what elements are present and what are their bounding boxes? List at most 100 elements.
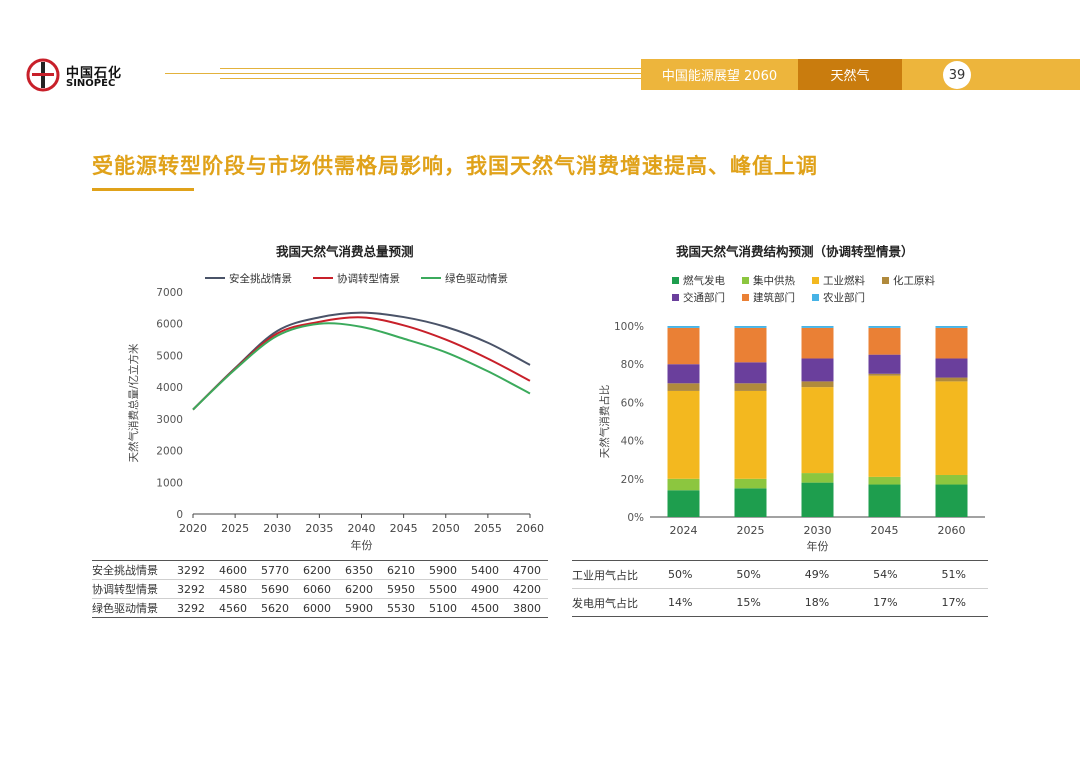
- row-label: 协调转型情景: [92, 579, 170, 599]
- legend-swatch: [672, 277, 679, 284]
- series-line: [192, 316, 531, 411]
- header-rule: [220, 68, 641, 69]
- legend-label: 交通部门: [683, 291, 725, 304]
- table-cell: 4200: [506, 579, 548, 599]
- bar-segment: [935, 381, 968, 475]
- page-number: 39: [943, 61, 971, 89]
- table-cell: 17%: [851, 588, 920, 617]
- table-cell: 5400: [464, 560, 506, 580]
- y-tick-label: 60%: [621, 397, 644, 409]
- bar-segment: [935, 474, 968, 485]
- table-cell: 49%: [782, 560, 852, 589]
- table-row: 绿色驱动情景 3292 4560 5620 6000 5900 5530 5100 4500 38…: [92, 598, 548, 618]
- row-label: 安全挑战情景: [92, 560, 170, 580]
- table-row: 安全挑战情景 3292 4600 5770 6200 6350 6210 5900 5400 47…: [92, 560, 548, 580]
- bar-segment: [868, 375, 901, 477]
- table-cell: 5500: [422, 579, 464, 599]
- y-tick-label: 7000: [156, 287, 183, 299]
- report-title-tab: 中国能源展望 2060: [641, 59, 798, 90]
- legend-label: 化工原料: [893, 274, 935, 287]
- line-chart-title: 我国天然气消费总量预测: [276, 244, 414, 259]
- bar-segment: [868, 327, 901, 355]
- table-cell: 15%: [714, 588, 783, 617]
- x-tick-label: 2030: [263, 522, 291, 535]
- bar-segment: [801, 327, 834, 359]
- series-line: [192, 322, 531, 411]
- bar-segment: [734, 326, 767, 328]
- bar-segment: [667, 490, 700, 517]
- table-cell: 17%: [919, 588, 988, 617]
- table-row: 协调转型情景 3292 4580 5690 6060 6200 5950 5500 4900 42…: [92, 579, 548, 599]
- x-tick-label: 2040: [348, 522, 376, 535]
- row-label: 发电用气占比: [572, 588, 646, 617]
- bar-segment: [667, 390, 700, 479]
- headline-underline: [92, 188, 194, 191]
- brand-name-cn: 中国石化: [66, 66, 123, 81]
- bar-segment: [935, 326, 968, 328]
- table-cell: 6200: [296, 560, 338, 580]
- page-headline: 受能源转型阶段与市场供需格局影响，我国天然气消费增速提高、峰值上调: [92, 154, 818, 178]
- sinopec-logo: [26, 58, 60, 92]
- bar-segment: [734, 383, 767, 391]
- x-tick-label: 2035: [305, 522, 333, 535]
- bar-segment: [801, 381, 834, 388]
- table-cell: 4900: [464, 579, 506, 599]
- y-tick-label: 2000: [156, 446, 183, 458]
- table-cell: 4700: [506, 560, 548, 580]
- table-cell: 5950: [380, 579, 422, 599]
- legend-label: 建筑部门: [753, 291, 795, 304]
- legend-swatch: [672, 294, 679, 301]
- table-cell: 6000: [296, 598, 338, 618]
- bar-segment: [801, 482, 834, 517]
- table-cell: 4560: [212, 598, 254, 618]
- bar-segment: [667, 327, 700, 365]
- y-tick-label: 20%: [621, 474, 644, 486]
- y-tick-label: 100%: [614, 321, 644, 333]
- bar-segment: [801, 387, 834, 474]
- legend-label: 燃气发电: [683, 274, 725, 287]
- bar-segment: [667, 326, 700, 328]
- table-cell: 5900: [422, 560, 464, 580]
- table-cell: 3800: [506, 598, 548, 618]
- bar-segment: [935, 358, 968, 378]
- legend-label: 工业燃料: [823, 274, 865, 287]
- table-cell: 3292: [170, 560, 212, 580]
- y-tick-label: 80%: [621, 359, 644, 371]
- line-chart: 安全挑战情景 协调转型情景 绿色驱动情景 0 1000 2000 3000 4000 5000 6…: [127, 272, 544, 552]
- bar-segment: [868, 326, 901, 328]
- y-tick-label: 40%: [621, 436, 644, 448]
- table-cell: 4600: [212, 560, 254, 580]
- bar-segment: [868, 373, 901, 376]
- table-cell: 6200: [338, 579, 380, 599]
- header-rule: [220, 78, 641, 79]
- x-tick-label: 2055: [474, 522, 502, 535]
- table-cell: 50%: [646, 560, 715, 589]
- x-tick-label: 2020: [179, 522, 207, 535]
- consumption-table: 安全挑战情景 3292 4600 5770 6200 6350 6210 5900 5400 47…: [92, 560, 548, 618]
- bar-segment: [801, 326, 834, 328]
- bar-segment: [801, 358, 834, 382]
- x-tick-label: 2060: [516, 522, 544, 535]
- legend-label: 农业部门: [823, 291, 865, 304]
- bar-segment: [868, 354, 901, 374]
- legend-swatch: [812, 294, 819, 301]
- table-cell: 18%: [782, 588, 852, 617]
- legend-swatch: [882, 277, 889, 284]
- table-cell: 54%: [851, 560, 920, 589]
- legend-swatch: [812, 277, 819, 284]
- x-tick-label: 2025: [737, 524, 765, 537]
- table-cell: 5690: [254, 579, 296, 599]
- bar-segment: [734, 488, 767, 517]
- x-tick-label: 2045: [871, 524, 899, 537]
- table-cell: 4580: [212, 579, 254, 599]
- y-tick-label: 6000: [156, 319, 183, 331]
- bar-segment: [801, 473, 834, 483]
- bar-segment: [667, 478, 700, 491]
- bar-segment: [734, 390, 767, 479]
- table-cell: 14%: [646, 588, 715, 617]
- table-cell: 50%: [714, 560, 783, 589]
- y-axis-title: 天然气消费占比: [598, 385, 611, 459]
- table-cell: 6210: [380, 560, 422, 580]
- table-cell: 51%: [919, 560, 988, 589]
